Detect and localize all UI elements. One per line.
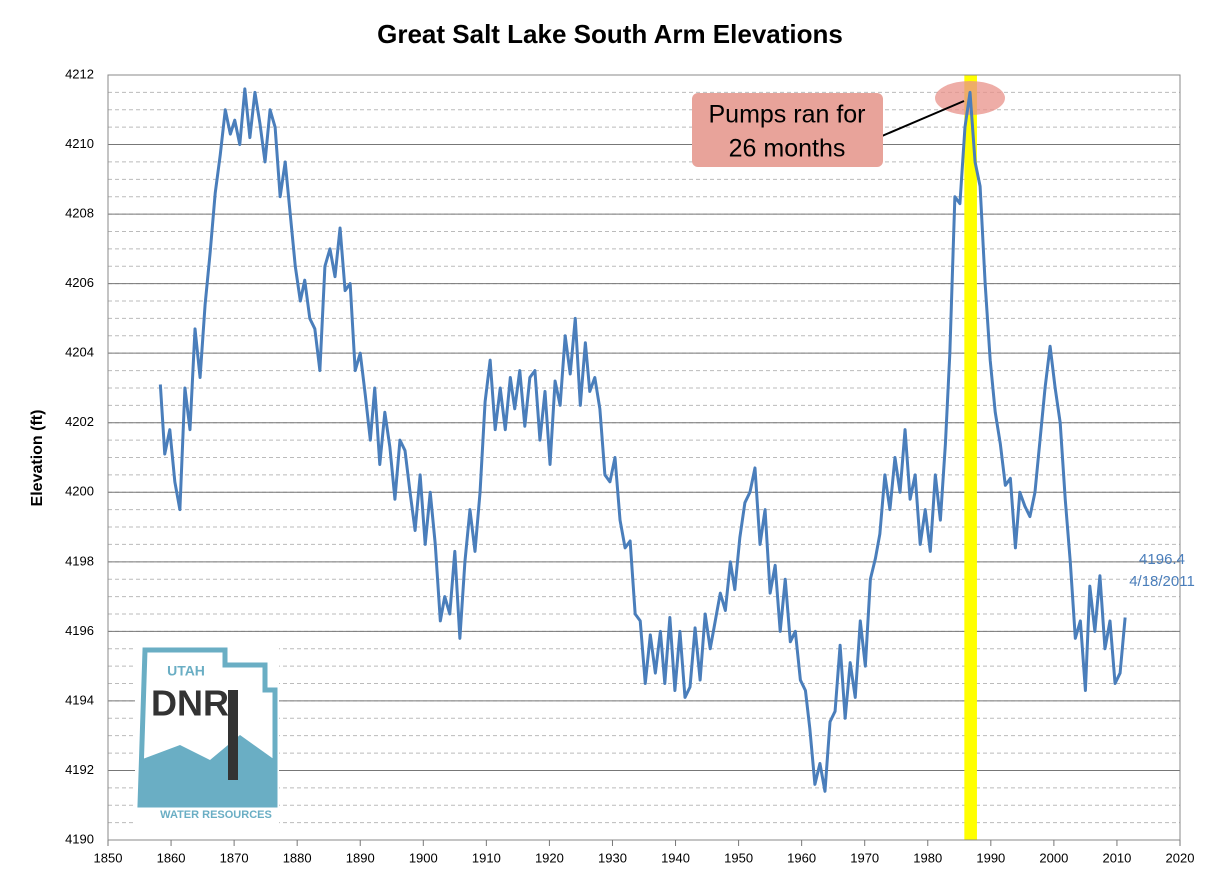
- annotation-box: [692, 93, 883, 167]
- y-tick-label: 4212: [65, 66, 94, 81]
- x-tick-label: 1920: [535, 850, 564, 865]
- y-tick-label: 4210: [65, 136, 94, 151]
- y-tick-label: 4200: [65, 484, 94, 499]
- logo-mountains: [140, 735, 275, 805]
- logo-name: DNR: [151, 683, 229, 724]
- x-tick-label: 1990: [976, 850, 1005, 865]
- y-tick-label: 4190: [65, 831, 94, 846]
- end-date-label: 4/18/2011: [1129, 573, 1195, 590]
- annotation-text: Pumps ran for: [708, 101, 865, 129]
- x-tick-label: 2010: [1102, 850, 1131, 865]
- data-line: [158, 87, 1127, 793]
- plot-frame: [107, 74, 1181, 841]
- y-tick-label: 4198: [65, 553, 94, 568]
- x-tick-label: 1880: [283, 850, 312, 865]
- x-tick-label: 1860: [157, 850, 186, 865]
- logo-pump: [228, 690, 238, 780]
- end-value-label: 4196.4: [1139, 551, 1185, 568]
- x-tick-label: 1980: [913, 850, 942, 865]
- y-axis-label: Elevation (ft): [29, 410, 46, 507]
- x-tick-label: 2020: [1166, 850, 1195, 865]
- y-tick-label: 4206: [65, 275, 94, 290]
- highlight-span: [964, 75, 977, 840]
- plot-background: [108, 74, 1180, 841]
- x-tick-label: 1910: [472, 850, 501, 865]
- x-tick-label: 1950: [724, 850, 753, 865]
- x-tick-label: 1960: [787, 850, 816, 865]
- x-tick-label: 1850: [94, 850, 123, 865]
- chart-title: Great Salt Lake South Arm Elevations: [377, 19, 843, 49]
- x-tick-label: 2000: [1039, 850, 1068, 865]
- y-tick-label: 4194: [65, 692, 94, 707]
- logo: UTAH DNR WATER RESOURCES: [135, 645, 279, 827]
- y-tick-label: 4192: [65, 762, 94, 777]
- logo-top: UTAH: [167, 663, 205, 679]
- x-tick-label: 1930: [598, 850, 627, 865]
- annotation-text: 26 months: [729, 135, 846, 163]
- x-tick-label: 1940: [661, 850, 690, 865]
- x-tick-label: 1890: [346, 850, 375, 865]
- annotation-arrow: [881, 100, 965, 137]
- y-tick-label: 4204: [65, 345, 94, 360]
- x-tick-label: 1900: [409, 850, 438, 865]
- logo-bottom: WATER RESOURCES: [160, 809, 272, 821]
- y-tick-label: 4208: [65, 206, 94, 221]
- x-tick-label: 1970: [850, 850, 879, 865]
- x-tick-label: 1870: [220, 850, 249, 865]
- y-tick-label: 4202: [65, 414, 94, 429]
- y-tick-label: 4196: [65, 623, 94, 638]
